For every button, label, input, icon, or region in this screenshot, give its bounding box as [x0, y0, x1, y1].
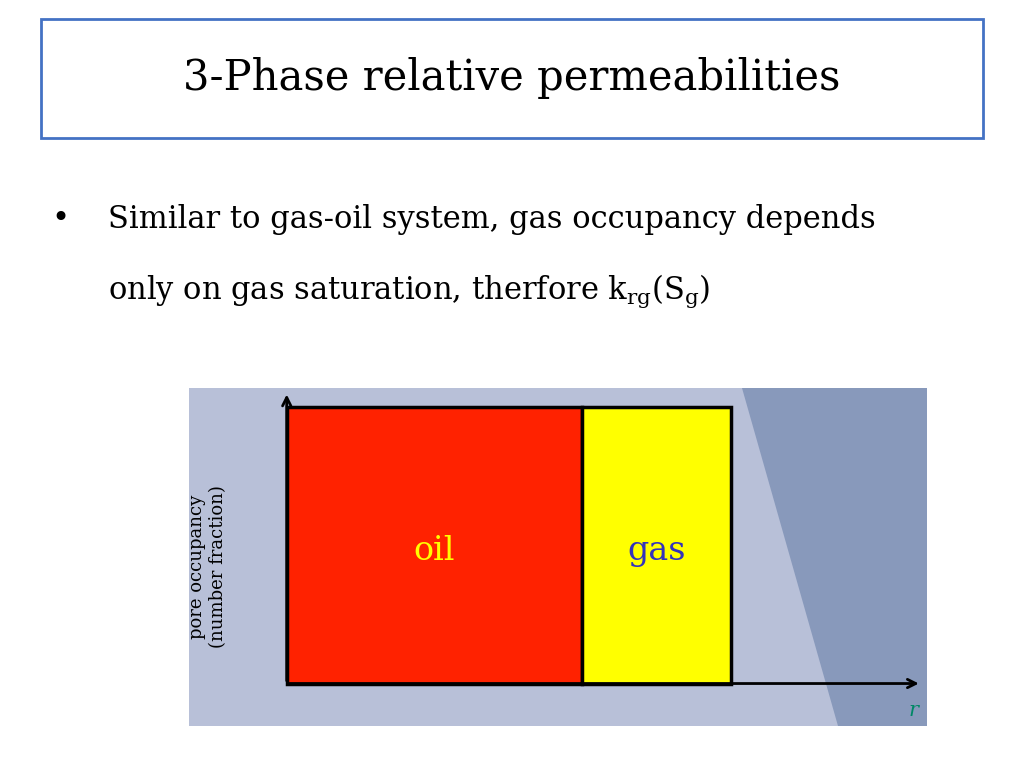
Text: 3-Phase relative permeabilities: 3-Phase relative permeabilities [183, 58, 841, 99]
Text: pore occupancy
(number fraction): pore occupancy (number fraction) [188, 485, 227, 648]
Text: •: • [51, 204, 70, 233]
Text: oil: oil [414, 535, 456, 567]
Text: only on gas saturation, therfore $\mathregular{k_{rg}(S_g)}$: only on gas saturation, therfore $\mathr… [108, 273, 710, 310]
Text: Similar to gas-oil system, gas occupancy depends: Similar to gas-oil system, gas occupancy… [108, 204, 876, 234]
Polygon shape [742, 388, 927, 726]
Text: r: r [908, 700, 919, 720]
FancyBboxPatch shape [189, 388, 927, 726]
Bar [583, 407, 731, 684]
Text: gas: gas [628, 535, 686, 567]
Bar [287, 407, 583, 684]
FancyBboxPatch shape [41, 19, 983, 138]
